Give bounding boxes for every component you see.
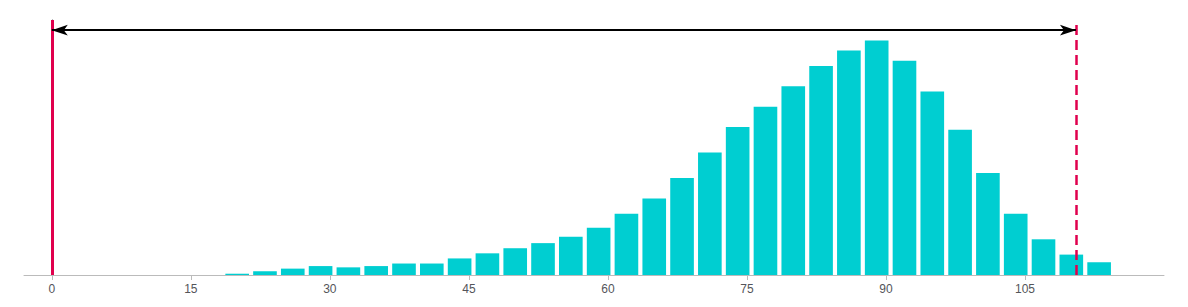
svg-text:60: 60 [601,282,615,296]
svg-text:90: 90 [879,282,893,296]
svg-text:0: 0 [48,282,55,296]
svg-text:105: 105 [1015,282,1035,296]
svg-text:15: 15 [184,282,198,296]
svg-text:75: 75 [740,282,754,296]
svg-text:30: 30 [323,282,337,296]
svg-text:45: 45 [462,282,476,296]
